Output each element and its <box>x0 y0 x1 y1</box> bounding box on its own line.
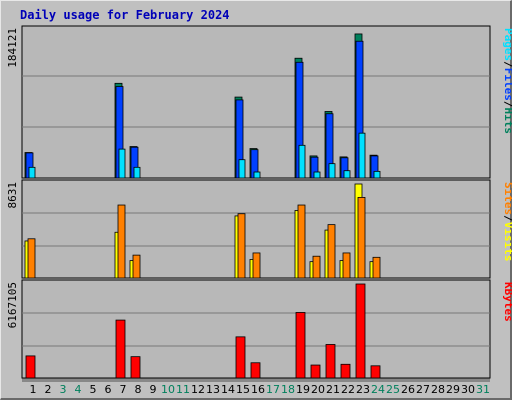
bar-sites <box>27 238 36 279</box>
bar-pages <box>328 163 336 179</box>
x-tick-label: 31 <box>476 383 490 396</box>
bar-kbytes <box>370 365 381 379</box>
bar-sites <box>342 252 351 279</box>
x-tick-label: 17 <box>266 383 280 396</box>
bar-sites <box>117 204 126 279</box>
bar-sites <box>252 252 261 279</box>
x-tick-label: 4 <box>75 383 82 396</box>
x-tick-label: 7 <box>120 383 127 396</box>
x-tick-label: 9 <box>150 383 157 396</box>
x-tick-label: 19 <box>296 383 310 396</box>
bar-kbytes <box>235 336 246 379</box>
legend-entry: Files <box>502 68 512 101</box>
bar-sites <box>327 224 336 279</box>
bar-sites <box>312 255 321 279</box>
bar-pages <box>238 159 246 179</box>
bar-kbytes <box>25 355 36 379</box>
x-tick-label: 13 <box>206 383 220 396</box>
bar-kbytes <box>340 363 351 379</box>
x-tick-label: 29 <box>446 383 460 396</box>
x-tick-label: 6 <box>105 383 112 396</box>
panel-kbytes: 6167105 KBytes <box>6 279 512 379</box>
chart-title: Daily usage for February 2024 <box>20 8 230 22</box>
legend-entry: Visits <box>502 222 512 262</box>
x-tick-label: 1 <box>30 383 37 396</box>
y-max-label: 8631 <box>6 182 19 209</box>
x-tick-label: 16 <box>251 383 265 396</box>
x-tick-label: 11 <box>176 383 190 396</box>
legend: Pages/Files/Hits <box>502 28 512 134</box>
bar-pages <box>373 170 381 179</box>
panel-visits-sites: 8631 Sites/Visits <box>6 179 512 279</box>
bar-pages <box>28 166 36 179</box>
x-tick-label: 12 <box>191 383 205 396</box>
x-tick-label: 3 <box>60 383 67 396</box>
x-tick-label: 24 <box>371 383 385 396</box>
x-tick-label: 26 <box>401 383 415 396</box>
bar-pages <box>133 166 141 179</box>
bar-sites <box>372 256 381 279</box>
bar-kbytes <box>325 344 336 379</box>
bar-kbytes <box>130 356 141 379</box>
bar-pages <box>343 170 351 179</box>
bar-pages <box>118 148 126 179</box>
x-tick-label: 30 <box>461 383 475 396</box>
legend-entry: / <box>502 215 512 222</box>
bar-pages <box>313 171 321 179</box>
x-tick-label: 8 <box>135 383 142 396</box>
x-tick-label: 5 <box>90 383 97 396</box>
plot-area <box>21 279 491 379</box>
x-tick-label: 20 <box>311 383 325 396</box>
x-tick-label: 18 <box>281 383 295 396</box>
y-max-label: 184121 <box>6 28 19 68</box>
x-tick-label: 28 <box>431 383 445 396</box>
bar-sites <box>237 213 246 279</box>
bar-pages <box>253 171 261 179</box>
bar-sites <box>132 254 141 279</box>
legend: KBytes <box>502 282 512 322</box>
bar-pages <box>358 132 366 179</box>
bar-sites <box>297 204 306 279</box>
x-tick-label: 10 <box>161 383 175 396</box>
bar-sites <box>357 197 366 279</box>
x-tick-label: 2 <box>45 383 52 396</box>
legend-entry: Pages <box>502 28 512 61</box>
bar-pages <box>298 144 306 179</box>
x-tick-label: 25 <box>386 383 400 396</box>
bar-kbytes <box>355 283 366 379</box>
legend-entry: KBytes <box>502 282 512 322</box>
x-tick-label: 14 <box>221 383 235 396</box>
bar-kbytes <box>295 312 306 379</box>
x-tick-label: 22 <box>341 383 355 396</box>
x-tick-label: 27 <box>416 383 430 396</box>
legend-entry: Hits <box>502 108 512 135</box>
y-max-label: 6167105 <box>6 282 19 328</box>
x-axis-bar <box>22 378 490 382</box>
x-tick-label: 15 <box>236 383 250 396</box>
x-tick-label: 23 <box>356 383 370 396</box>
x-tick-label: 21 <box>326 383 340 396</box>
bar-kbytes <box>310 364 321 379</box>
bar-kbytes <box>115 319 126 379</box>
legend-entry: / <box>502 61 512 68</box>
bar-kbytes <box>250 362 261 379</box>
legend-entry: Sites <box>502 182 512 215</box>
legend: Sites/Visits <box>502 182 512 262</box>
legend-entry: / <box>502 101 512 108</box>
